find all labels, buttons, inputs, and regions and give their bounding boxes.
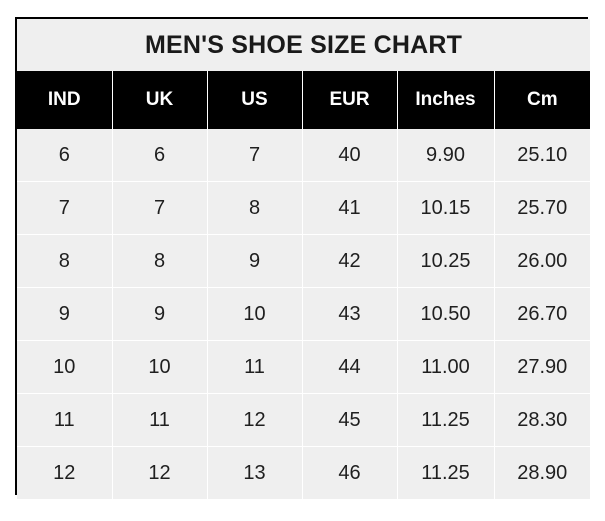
cell-uk: 8 bbox=[112, 234, 208, 288]
cell-cm: 25.70 bbox=[494, 181, 591, 235]
column-header-ind: IND bbox=[17, 71, 113, 129]
cell-ind: 12 bbox=[17, 446, 113, 499]
table-row: 7 7 8 41 10.15 25.70 bbox=[17, 181, 591, 235]
cell-ind: 10 bbox=[17, 340, 113, 394]
table-row: 11 11 12 45 11.25 28.30 bbox=[17, 393, 591, 447]
cell-eur: 42 bbox=[302, 234, 398, 288]
cell-inches: 10.15 bbox=[397, 181, 495, 235]
cell-uk: 7 bbox=[112, 181, 208, 235]
cell-eur: 40 bbox=[302, 129, 398, 182]
cell-ind: 11 bbox=[17, 393, 113, 447]
cell-cm: 28.30 bbox=[494, 393, 591, 447]
cell-cm: 28.90 bbox=[494, 446, 591, 499]
chart-title-row: MEN'S SHOE SIZE CHART bbox=[17, 19, 591, 71]
cell-ind: 8 bbox=[17, 234, 113, 288]
table-head: MEN'S SHOE SIZE CHART IND UK US EUR Inch… bbox=[17, 19, 591, 129]
cell-cm: 27.90 bbox=[494, 340, 591, 394]
table-row: 6 6 7 40 9.90 25.10 bbox=[17, 129, 591, 182]
cell-inches: 10.50 bbox=[397, 287, 495, 341]
cell-cm: 26.00 bbox=[494, 234, 591, 288]
cell-inches: 11.25 bbox=[397, 446, 495, 499]
column-header-cm: Cm bbox=[494, 71, 591, 129]
column-header-eur: EUR bbox=[302, 71, 398, 129]
table-row: 8 8 9 42 10.25 26.00 bbox=[17, 234, 591, 288]
cell-eur: 43 bbox=[302, 287, 398, 341]
cell-us: 13 bbox=[207, 446, 303, 499]
column-header-us: US bbox=[207, 71, 303, 129]
cell-cm: 25.10 bbox=[494, 129, 591, 182]
column-header-row: IND UK US EUR Inches Cm bbox=[17, 71, 591, 129]
column-header-uk: UK bbox=[112, 71, 208, 129]
cell-us: 11 bbox=[207, 340, 303, 394]
cell-inches: 9.90 bbox=[397, 129, 495, 182]
cell-us: 9 bbox=[207, 234, 303, 288]
mens-shoe-size-table: MEN'S SHOE SIZE CHART IND UK US EUR Inch… bbox=[17, 19, 591, 499]
table-row: 9 9 10 43 10.50 26.70 bbox=[17, 287, 591, 341]
size-chart-container: MEN'S SHOE SIZE CHART IND UK US EUR Inch… bbox=[15, 17, 591, 499]
column-header-inches: Inches bbox=[397, 71, 495, 129]
cell-us: 8 bbox=[207, 181, 303, 235]
cell-eur: 46 bbox=[302, 446, 398, 499]
cell-eur: 45 bbox=[302, 393, 398, 447]
cell-inches: 10.25 bbox=[397, 234, 495, 288]
table-body: 6 6 7 40 9.90 25.10 7 7 8 41 10.15 25.70… bbox=[17, 129, 591, 499]
cell-uk: 11 bbox=[112, 393, 208, 447]
cell-us: 7 bbox=[207, 129, 303, 182]
chart-title: MEN'S SHOE SIZE CHART bbox=[17, 19, 591, 71]
cell-uk: 10 bbox=[112, 340, 208, 394]
cell-ind: 6 bbox=[17, 129, 113, 182]
cell-ind: 7 bbox=[17, 181, 113, 235]
cell-inches: 11.00 bbox=[397, 340, 495, 394]
cell-inches: 11.25 bbox=[397, 393, 495, 447]
cell-us: 12 bbox=[207, 393, 303, 447]
cell-ind: 9 bbox=[17, 287, 113, 341]
cell-cm: 26.70 bbox=[494, 287, 591, 341]
cell-eur: 41 bbox=[302, 181, 398, 235]
table-row: 12 12 13 46 11.25 28.90 bbox=[17, 446, 591, 499]
cell-eur: 44 bbox=[302, 340, 398, 394]
cell-uk: 9 bbox=[112, 287, 208, 341]
table-row: 10 10 11 44 11.00 27.90 bbox=[17, 340, 591, 394]
cell-uk: 12 bbox=[112, 446, 208, 499]
cell-us: 10 bbox=[207, 287, 303, 341]
cell-uk: 6 bbox=[112, 129, 208, 182]
